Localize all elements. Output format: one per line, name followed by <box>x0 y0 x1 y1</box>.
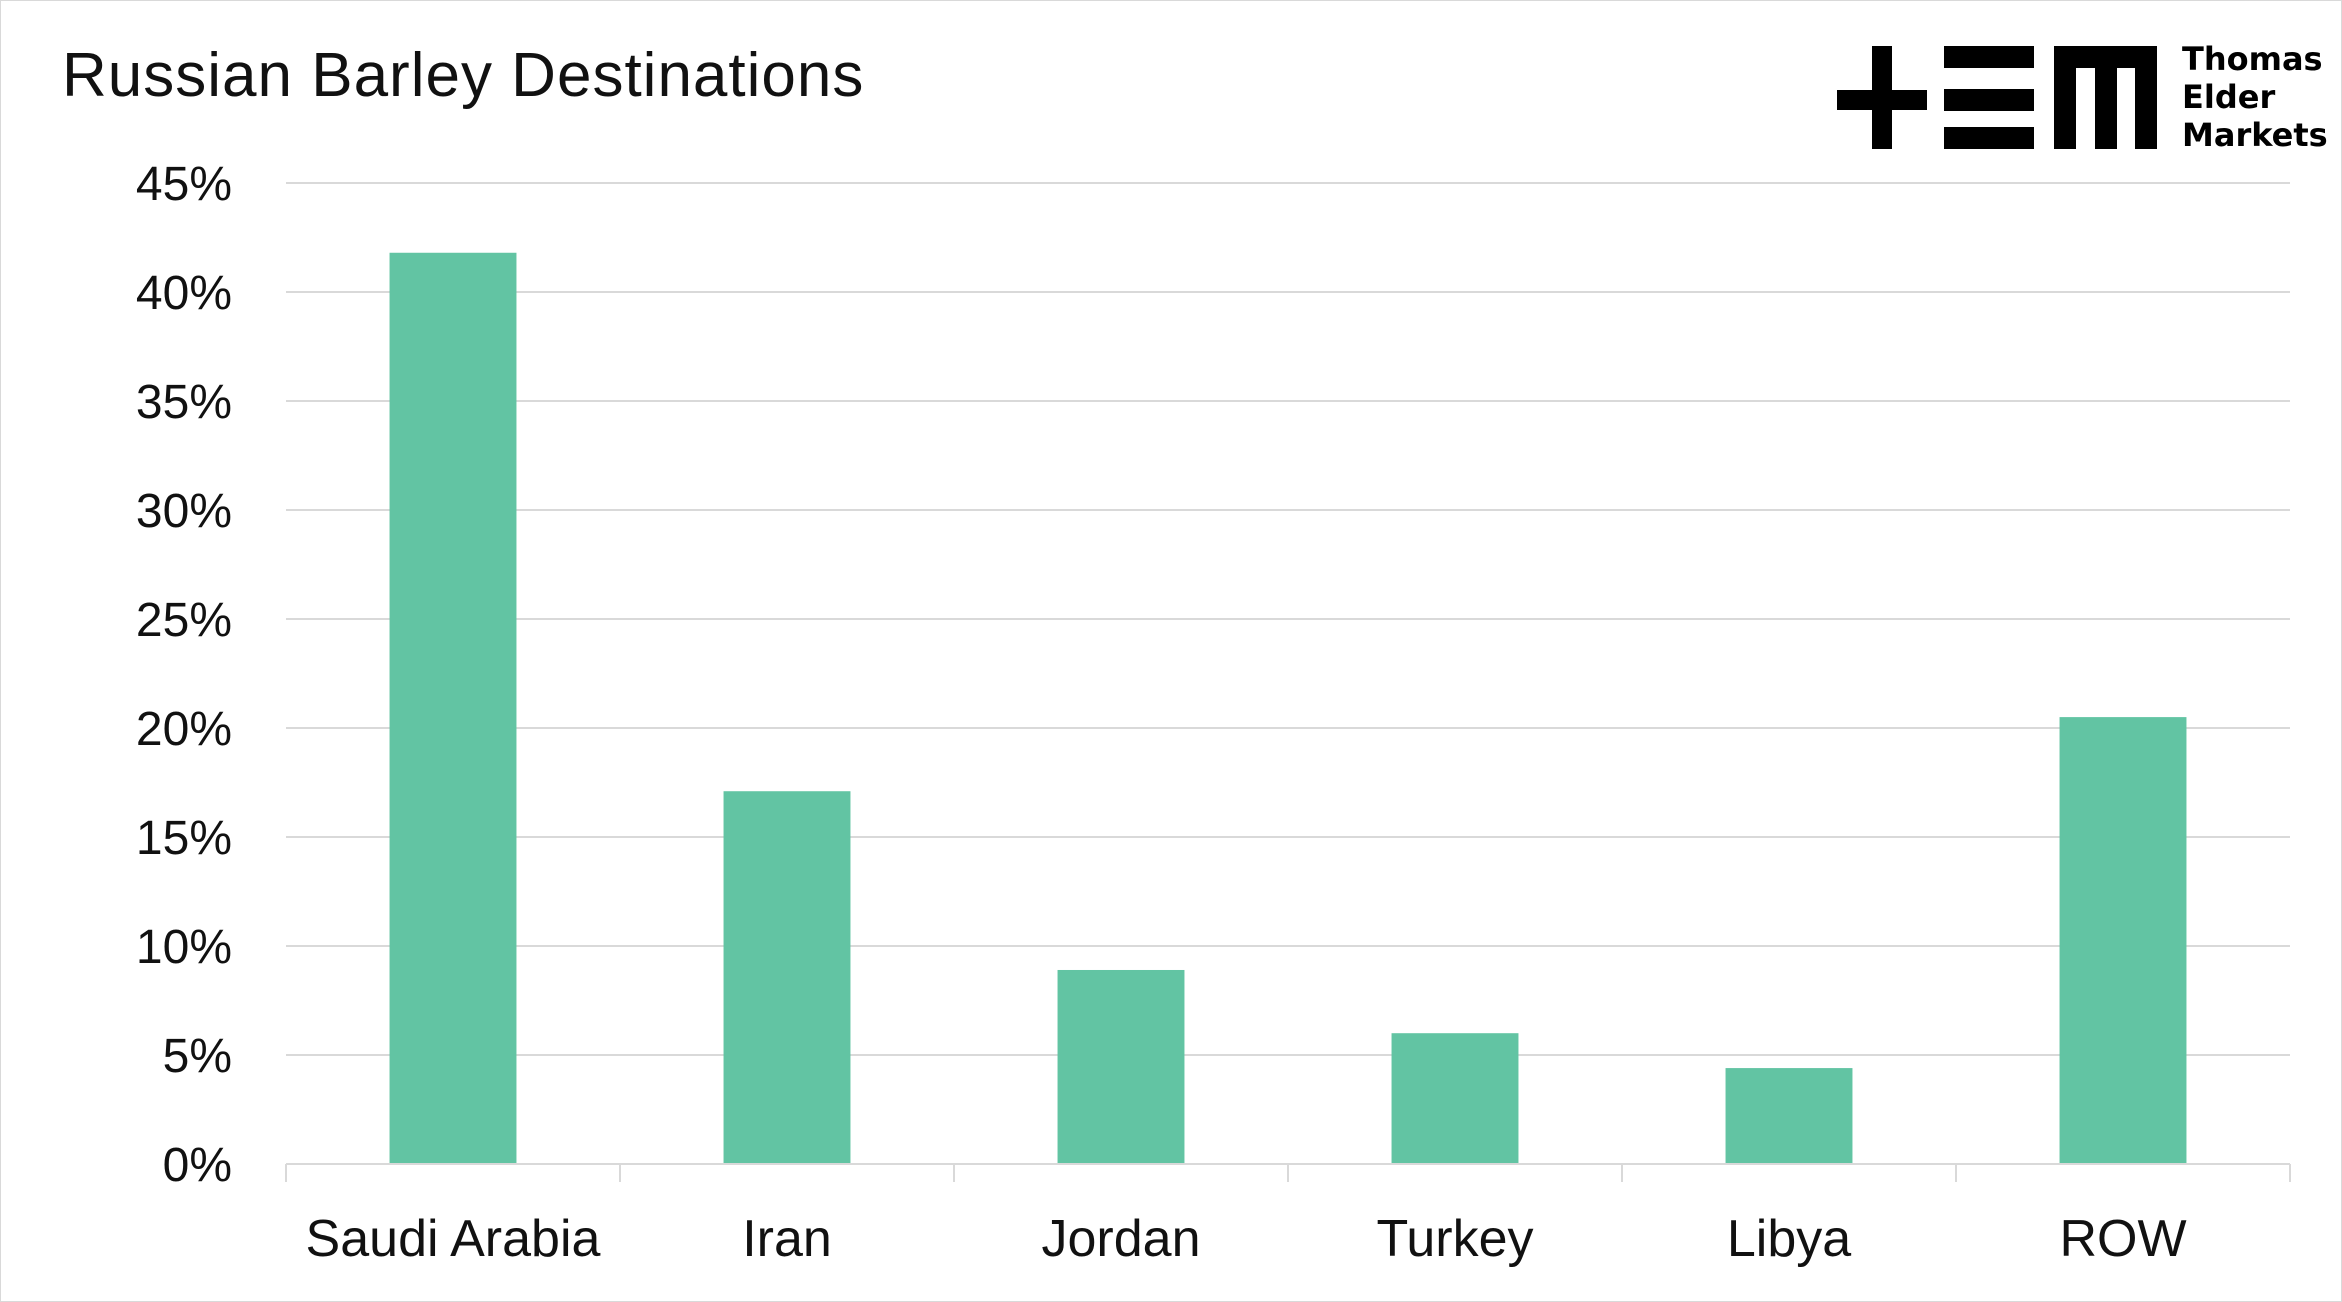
x-tick-label: Libya <box>1727 1210 1851 1268</box>
logo-line-thomas: Thomas <box>2182 40 2323 78</box>
logo-line-markets: Markets <box>2182 116 2328 154</box>
y-tick-label: 35% <box>136 376 232 429</box>
y-axis-tick-labels: 0% 5% 10% 15% 20% 25% 30% 35% 40% 45% <box>136 158 232 1192</box>
y-tick-label: 30% <box>136 485 232 538</box>
y-tick-label: 0% <box>163 1139 232 1192</box>
x-tick-label: Iran <box>742 1210 832 1268</box>
y-tick-label: 45% <box>136 158 232 211</box>
x-axis-tick-labels: Saudi Arabia Iran Jordan Turkey Libya ROW <box>306 1210 2187 1268</box>
logo-wordmark: Thomas Elder Markets <box>2182 40 2328 154</box>
x-tick-label: Turkey <box>1377 1210 1534 1268</box>
logo-line-elder: Elder <box>2182 78 2276 116</box>
bar-turkey <box>1391 1033 1519 1164</box>
bar-libya <box>1725 1068 1853 1164</box>
bar-row <box>2059 717 2187 1164</box>
x-tick-label: ROW <box>2059 1210 2186 1268</box>
company-logo: Thomas Elder Markets <box>1832 40 2328 155</box>
bar-iran <box>723 791 851 1164</box>
y-tick-label: 25% <box>136 594 232 647</box>
gridlines <box>286 182 2290 1056</box>
y-tick-label: 5% <box>163 1030 232 1083</box>
bar-saudi-arabia <box>389 252 517 1164</box>
y-tick-label: 40% <box>136 267 232 320</box>
y-tick-label: 15% <box>136 812 232 865</box>
x-axis <box>285 1163 2291 1182</box>
tem-logo-mark-icon <box>1837 46 2157 149</box>
chart-title: Russian Barley Destinations <box>62 41 865 110</box>
x-tick-label: Jordan <box>1042 1210 1201 1268</box>
y-tick-label: 10% <box>136 921 232 974</box>
x-tick-label: Saudi Arabia <box>306 1210 601 1268</box>
y-tick-label: 20% <box>136 703 232 756</box>
bars <box>389 252 2187 1164</box>
bar-jordan <box>1057 969 1185 1164</box>
